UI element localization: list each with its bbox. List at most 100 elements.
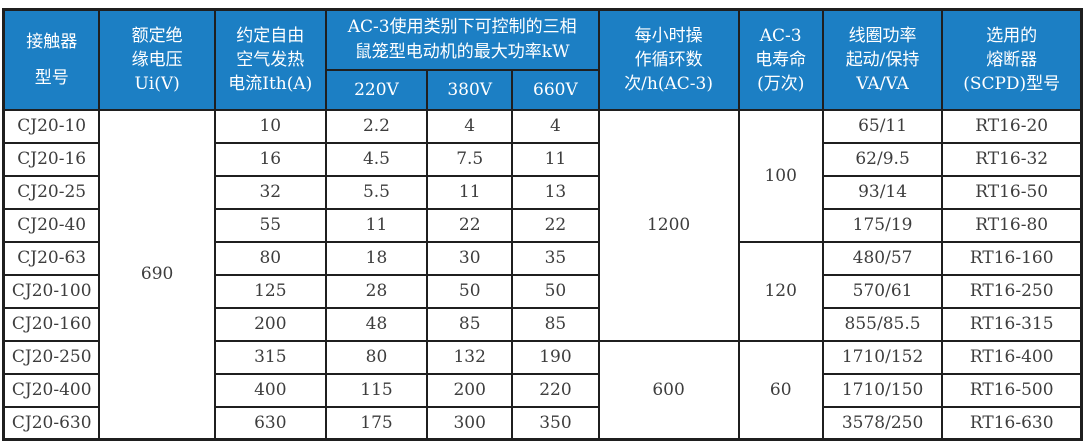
cell-kw660: 35 bbox=[511, 240, 600, 276]
cell-coil: 93/14 bbox=[821, 174, 944, 210]
cell-kw220: 18 bbox=[324, 240, 429, 276]
cell-model: CJ20-250 bbox=[2, 339, 101, 375]
header-line: 约定自由 bbox=[236, 25, 305, 46]
col-header-electrical-life: AC-3 电寿命 (万次) bbox=[737, 8, 824, 111]
cell-kw220: 28 bbox=[324, 273, 429, 309]
header-line: 鼠笼型电动机的最大功率kW bbox=[354, 41, 570, 62]
col-header-ith: 约定自由 空气发热 电流Ith(A) bbox=[213, 8, 327, 111]
cell-life-merged: 100 bbox=[737, 108, 824, 243]
cell-fuse: RT16-250 bbox=[941, 273, 1083, 309]
cell-fuse: RT16-315 bbox=[941, 306, 1083, 342]
cell-ith: 32 bbox=[213, 174, 327, 210]
cell-ui-merged: 690 bbox=[98, 108, 216, 441]
cell-ith: 55 bbox=[213, 207, 327, 243]
cell-fuse: RT16-32 bbox=[941, 141, 1083, 177]
cell-kw380: 7.5 bbox=[426, 141, 514, 177]
header-line: AC-3使用类别下可控制的三相 bbox=[347, 16, 577, 37]
cell-model: CJ20-160 bbox=[2, 306, 101, 342]
cell-kw380: 132 bbox=[426, 339, 514, 375]
header-line: 型号 bbox=[34, 67, 69, 88]
cell-fuse: RT16-500 bbox=[941, 372, 1083, 408]
cell-ith: 630 bbox=[213, 405, 327, 441]
cell-life-merged: 120 bbox=[737, 240, 824, 342]
header-line: 额定绝 bbox=[131, 25, 183, 46]
contactor-spec-table: 接触器 型号 额定绝 缘电压 Ui(V) 约定自由 空气发热 电流Ith(A) … bbox=[2, 8, 1083, 441]
cell-coil: 65/11 bbox=[821, 108, 944, 144]
cell-kw660: 220 bbox=[511, 372, 600, 408]
table-row: CJ20-10 690 10 2.2 4 4 1200 100 65/11 RT… bbox=[2, 108, 1083, 441]
cell-kw660: 11 bbox=[511, 141, 600, 177]
header-line: 接触器 bbox=[26, 31, 78, 52]
table-row: CJ20-40 55 11 22 22 175/19 RT16-80 bbox=[2, 207, 1083, 243]
header-line: VA/VA bbox=[856, 73, 909, 94]
cell-ops-merged: 1200 bbox=[597, 108, 740, 342]
cell-kw660: 190 bbox=[511, 339, 600, 375]
header-line: 起动/保持 bbox=[845, 49, 920, 70]
cell-coil: 570/61 bbox=[821, 273, 944, 309]
cell-kw380: 11 bbox=[426, 174, 514, 210]
col-header-ops-per-hour: 每小时操 作循环数 次/h(AC-3) bbox=[597, 8, 740, 111]
table-row: CJ20-63 80 18 30 35 120 480/57 RT16-160 bbox=[2, 240, 1083, 342]
cell-coil: 480/57 bbox=[821, 240, 944, 276]
header-line: 熔断器 bbox=[986, 49, 1038, 70]
cell-kw220: 48 bbox=[324, 306, 429, 342]
cell-ith: 200 bbox=[213, 306, 327, 342]
cell-fuse: RT16-80 bbox=[941, 207, 1083, 243]
cell-kw220: 11 bbox=[324, 207, 429, 243]
cell-ith: 10 bbox=[213, 108, 327, 144]
col-header-ac3-power-group: AC-3使用类别下可控制的三相 鼠笼型电动机的最大功率kW bbox=[324, 8, 600, 71]
table-row: CJ20-16 16 4.5 7.5 11 62/9.5 RT16-32 bbox=[2, 141, 1083, 177]
cell-kw660: 22 bbox=[511, 207, 600, 243]
col-header-380v: 380V bbox=[426, 68, 514, 111]
cell-ith: 80 bbox=[213, 240, 327, 276]
cell-kw220: 5.5 bbox=[324, 174, 429, 210]
cell-kw380: 300 bbox=[426, 405, 514, 441]
header-line: 每小时操 bbox=[634, 25, 703, 46]
cell-kw220: 2.2 bbox=[324, 108, 429, 144]
cell-fuse: RT16-400 bbox=[941, 339, 1083, 375]
header-line: 空气发热 bbox=[236, 49, 305, 70]
cell-coil: 3578/250 bbox=[821, 405, 944, 441]
cell-coil: 1710/150 bbox=[821, 372, 944, 408]
cell-kw380: 22 bbox=[426, 207, 514, 243]
cell-kw660: 350 bbox=[511, 405, 600, 441]
cell-fuse: RT16-20 bbox=[941, 108, 1083, 144]
cell-model: CJ20-63 bbox=[2, 240, 101, 276]
cell-coil: 175/19 bbox=[821, 207, 944, 243]
header-line: 次/h(AC-3) bbox=[624, 73, 713, 94]
cell-kw380: 4 bbox=[426, 108, 514, 144]
header-line: (SCPD)型号 bbox=[963, 73, 1061, 94]
cell-ith: 16 bbox=[213, 141, 327, 177]
cell-fuse: RT16-50 bbox=[941, 174, 1083, 210]
col-header-model: 接触器 型号 bbox=[2, 8, 101, 111]
cell-kw660: 50 bbox=[511, 273, 600, 309]
header-line: Ui(V) bbox=[134, 73, 180, 94]
cell-kw380: 85 bbox=[426, 306, 514, 342]
header-row-main: 接触器 型号 额定绝 缘电压 Ui(V) 约定自由 空气发热 电流Ith(A) … bbox=[2, 8, 1083, 111]
header-line: (万次) bbox=[757, 73, 805, 94]
cell-ith: 315 bbox=[213, 339, 327, 375]
cell-coil: 62/9.5 bbox=[821, 141, 944, 177]
cell-ith: 125 bbox=[213, 273, 327, 309]
header-line: 电流Ith(A) bbox=[228, 73, 313, 94]
cell-model: CJ20-630 bbox=[2, 405, 101, 441]
cell-kw220: 175 bbox=[324, 405, 429, 441]
header-line: 缘电压 bbox=[131, 49, 183, 70]
cell-kw380: 50 bbox=[426, 273, 514, 309]
cell-model: CJ20-400 bbox=[2, 372, 101, 408]
table-header: 接触器 型号 额定绝 缘电压 Ui(V) 约定自由 空气发热 电流Ith(A) … bbox=[2, 8, 1083, 111]
cell-ith: 400 bbox=[213, 372, 327, 408]
cell-fuse: RT16-160 bbox=[941, 240, 1083, 276]
cell-kw380: 30 bbox=[426, 240, 514, 276]
cell-fuse: RT16-630 bbox=[941, 405, 1083, 441]
cell-kw660: 4 bbox=[511, 108, 600, 144]
cell-model: CJ20-25 bbox=[2, 174, 101, 210]
cell-model: CJ20-10 bbox=[2, 108, 101, 144]
col-header-660v: 660V bbox=[511, 68, 600, 111]
table-body: CJ20-10 690 10 2.2 4 4 1200 100 65/11 RT… bbox=[2, 108, 1083, 441]
cell-kw220: 4.5 bbox=[324, 141, 429, 177]
table-row: CJ20-100 125 28 50 50 570/61 RT16-250 bbox=[2, 273, 1083, 309]
table-row: CJ20-400 400 115 200 220 1710/150 RT16-5… bbox=[2, 372, 1083, 408]
header-line: AC-3 bbox=[759, 25, 802, 46]
table-row: CJ20-160 200 48 85 85 855/85.5 RT16-315 bbox=[2, 306, 1083, 342]
